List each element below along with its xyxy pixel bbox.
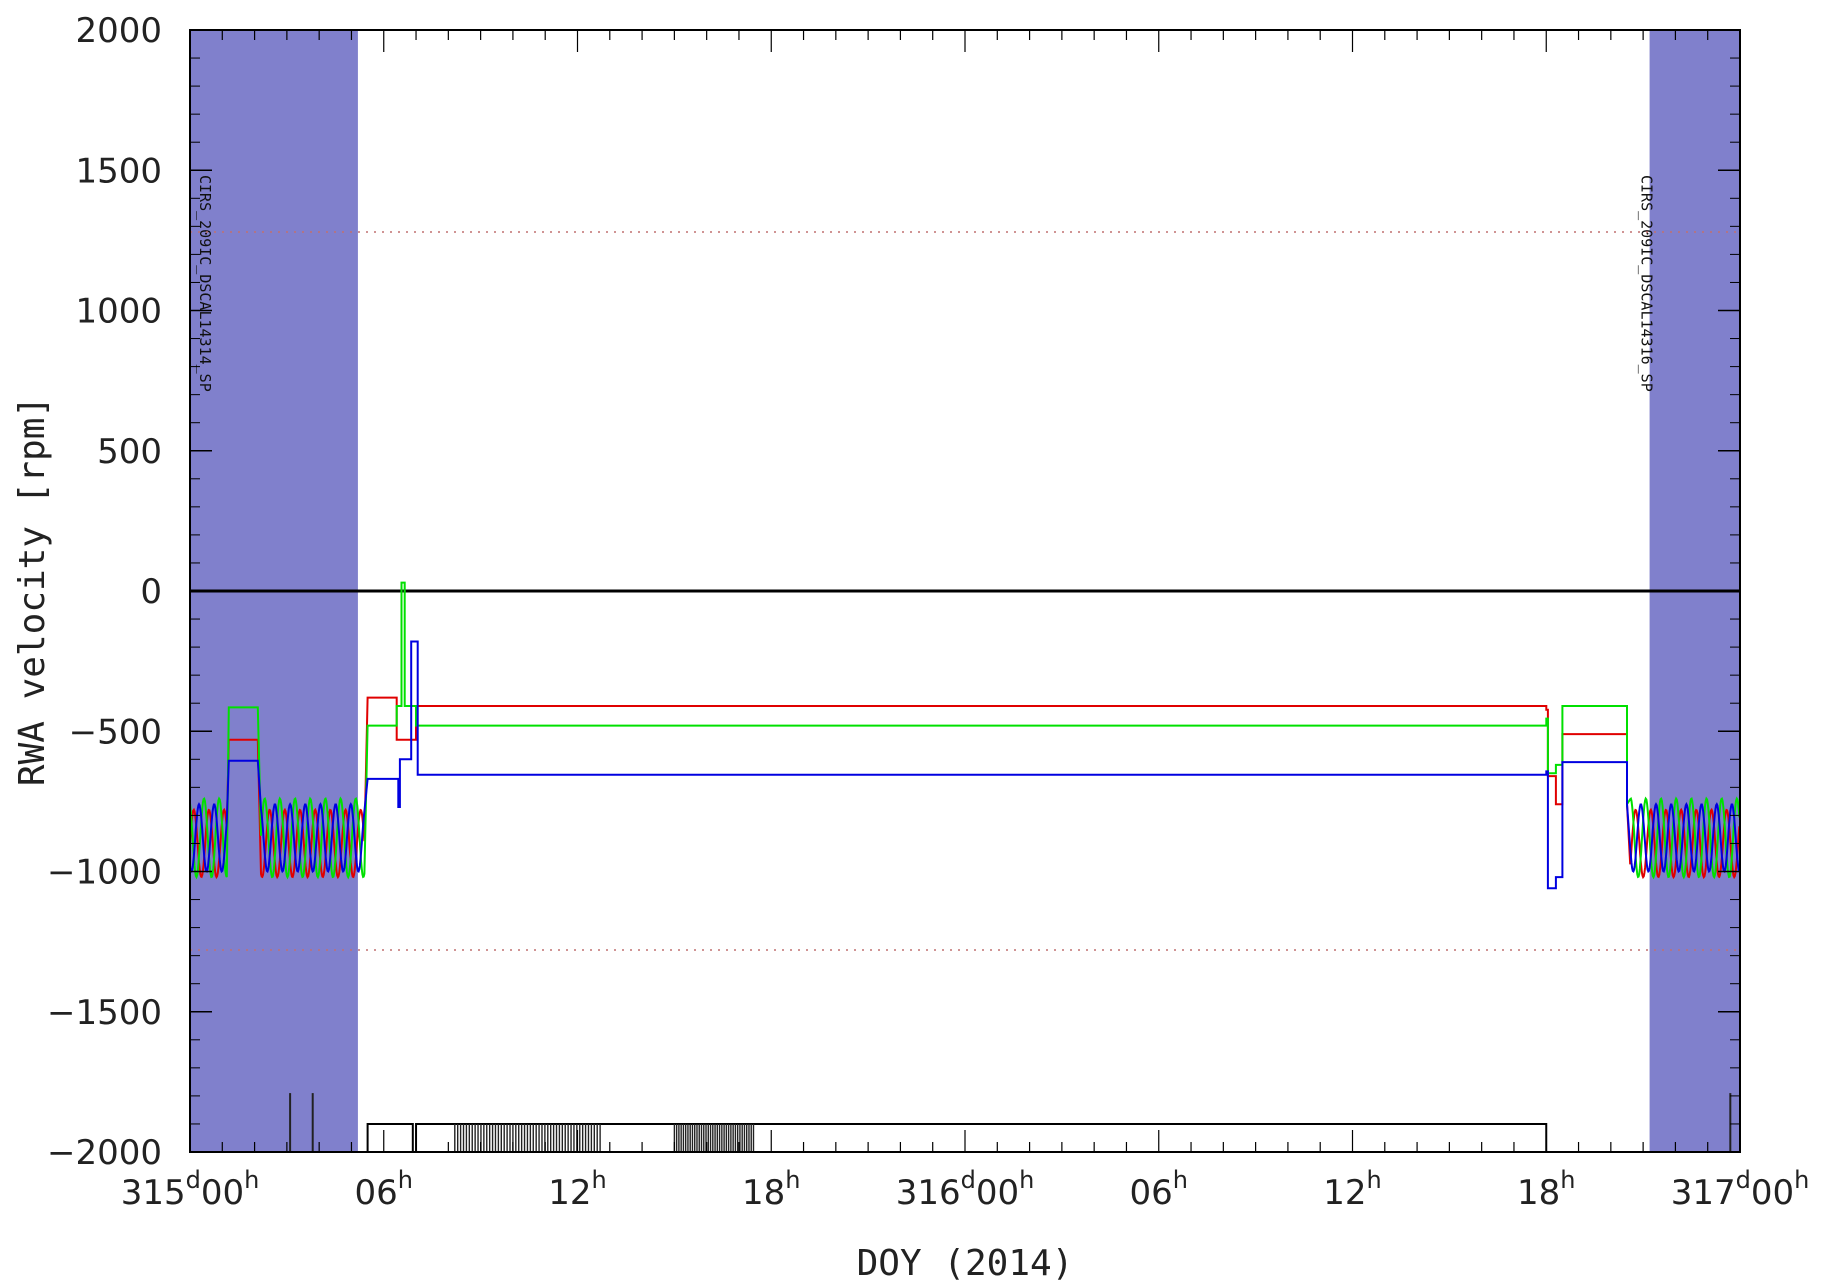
series-line-blue bbox=[189, 640, 1741, 890]
y-tick-label: 2000 bbox=[75, 11, 162, 51]
x-tick-label: 18h bbox=[1517, 1166, 1575, 1213]
x-tick-label: 06h bbox=[355, 1166, 413, 1213]
y-tick-label: 0 bbox=[140, 572, 162, 612]
y-tick-label: −1500 bbox=[47, 993, 162, 1033]
x-tick-label: 315d00h bbox=[121, 1166, 260, 1213]
series-line-green bbox=[189, 581, 1741, 880]
y-tick-label: 1500 bbox=[75, 151, 162, 191]
band-label-0: CIRS_209IC_DSCAL14314_SP bbox=[196, 175, 214, 392]
x-tick-label: 316d00h bbox=[896, 1166, 1035, 1213]
y-axis-title: RWA velocity [rpm] bbox=[12, 396, 53, 786]
x-tick-labels: 315d00h 06h 12h 18h 316d00h 06h 12h 18h 317d00h bbox=[121, 1166, 1810, 1213]
x-tick-label: 18h bbox=[742, 1166, 800, 1213]
axis-ticks bbox=[189, 29, 1741, 1153]
series-lines bbox=[189, 581, 1741, 890]
y-tick-label: −2000 bbox=[47, 1133, 162, 1173]
y-tick-labels: 2000 1500 1000 500 0 −500 −1000 −1500 −2000 bbox=[47, 11, 162, 1173]
x-tick-label: 12h bbox=[548, 1166, 606, 1213]
y-tick-label: 1000 bbox=[75, 292, 162, 332]
series-line-red bbox=[189, 696, 1741, 880]
y-tick-label: 500 bbox=[97, 432, 162, 472]
x-axis-title: DOY (2014) bbox=[857, 1243, 1074, 1284]
x-tick-label: 06h bbox=[1130, 1166, 1188, 1213]
x-tick-label: 12h bbox=[1323, 1166, 1381, 1213]
band-label-1: CIRS_209IC_DSCAL14316_SP bbox=[1638, 175, 1656, 392]
y-tick-label: −500 bbox=[69, 712, 162, 752]
y-tick-label: −1000 bbox=[47, 853, 162, 893]
x-tick-label: 317d00h bbox=[1671, 1166, 1810, 1213]
